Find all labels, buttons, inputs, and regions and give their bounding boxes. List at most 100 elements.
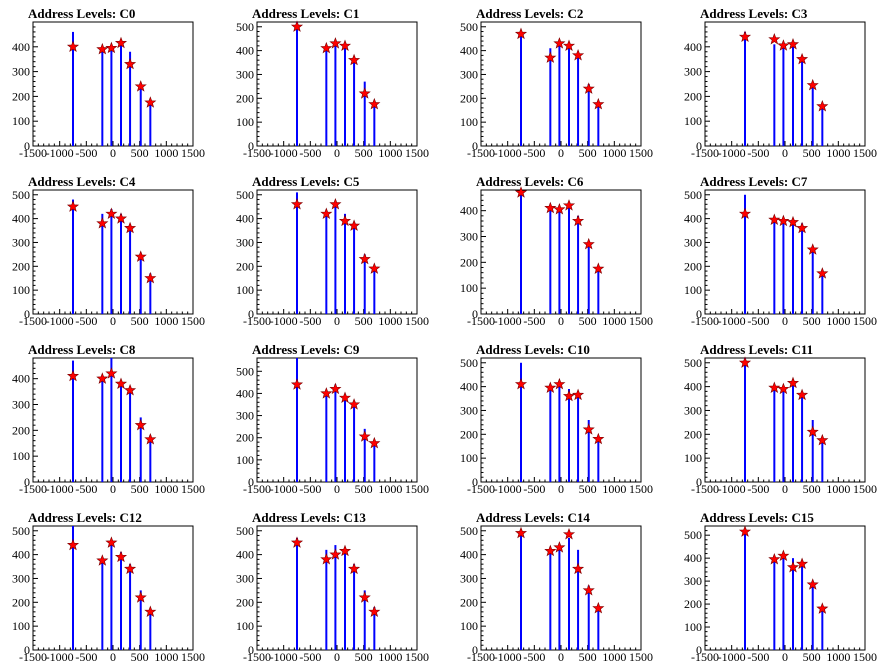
x-tick-label: 500 (131, 146, 149, 160)
y-tick-label: 200 (684, 427, 702, 441)
y-tick-label: 100 (684, 283, 702, 297)
chart-panel: -1500 -1000 -500 0 500 1000 1500 0 100 200 300 400 A… (0, 0, 224, 168)
x-tick-label: -1500 (243, 650, 271, 664)
x-tick-label: 0 (558, 314, 564, 328)
peak-marker (816, 99, 829, 112)
x-tick-label: -500 (299, 146, 321, 160)
histogram-bar (549, 48, 552, 146)
x-tick-label: 0 (782, 146, 788, 160)
x-tick-label: 500 (355, 146, 373, 160)
y-tick-label: 200 (12, 89, 30, 103)
histogram-bar (821, 271, 824, 314)
histogram-bar (811, 420, 814, 482)
histogram-bar (344, 45, 346, 146)
x-tick-label: 0 (334, 314, 340, 328)
x-tick-label: 0 (110, 650, 116, 664)
peak-marker (144, 433, 157, 445)
peak-marker (738, 356, 752, 368)
y-tick-label: 500 (460, 356, 478, 370)
x-tick-label: 500 (803, 650, 821, 664)
chart-panel: -1500 -1000 -500 0 500 1000 1500 0 100 200 300 400 5… (448, 504, 672, 672)
histogram-bar (520, 31, 522, 147)
histogram-bar (782, 555, 785, 650)
histogram-bar (110, 209, 113, 314)
histogram-bar (353, 57, 356, 147)
peak-marker (134, 80, 147, 92)
y-tick-label: 200 (236, 595, 254, 609)
histogram-bar (363, 254, 366, 314)
y-tick-label: 400 (236, 44, 254, 58)
histogram-bar (344, 395, 346, 482)
x-tick-label: -1000 (494, 146, 522, 160)
histogram-bar (811, 84, 814, 146)
histogram-bar (773, 386, 776, 482)
histogram-bar (792, 218, 794, 314)
peak-marker (368, 97, 381, 110)
histogram-bar (296, 192, 298, 314)
x-tick-label: 1000 (826, 146, 850, 160)
y-tick-label: 100 (460, 115, 478, 129)
histogram-bar (149, 273, 152, 314)
histogram-bar (568, 205, 570, 314)
x-tick-label: 1000 (154, 650, 178, 664)
x-tick-label: 1000 (378, 650, 402, 664)
histogram-bar (72, 526, 74, 650)
y-tick-label: 100 (12, 283, 30, 297)
y-tick-label: 500 (236, 188, 254, 202)
chart-svg: -1500-1000 -500 0 500 1000 1500 0 100 200 300 400 5… (460, 20, 653, 160)
y-tick-label: 100 (12, 114, 30, 128)
histogram-bar (296, 22, 298, 146)
peak-marker (582, 584, 595, 596)
peak-marker (796, 221, 809, 234)
histogram-bar (373, 607, 376, 650)
histogram-bar (373, 271, 376, 314)
x-tick-label: -1000 (46, 146, 74, 160)
peak-marker (806, 78, 819, 91)
histogram-bar (373, 103, 376, 146)
y-tick-label: 400 (460, 204, 478, 218)
peak-marker (816, 267, 829, 279)
histogram-bar (558, 545, 561, 650)
y-tick-label: 0 (696, 139, 702, 153)
peak-marker (806, 425, 819, 438)
chart-svg: -1500-1000 -500 0 500 1000 1500 0 100 200 300 400 (12, 21, 205, 160)
y-tick-label: 200 (12, 423, 30, 437)
chart-panel: -1500 -1000 -500 0 500 1000 1500 0 100 200 300 400 5… (672, 336, 896, 504)
x-tick-label: -500 (75, 482, 97, 496)
peak-marker (96, 554, 109, 566)
peak-marker (777, 39, 790, 51)
chart-svg: -1500-1000 -500 0 500 1000 1500 0 100 200 300 400 5… (12, 188, 205, 328)
y-tick-label: 500 (236, 524, 254, 538)
chart-title: Address Levels: C6 (476, 174, 584, 189)
peak-marker (96, 217, 109, 229)
y-tick-label: 400 (460, 380, 478, 394)
x-tick-label: 500 (579, 314, 597, 328)
peak-marker (358, 591, 371, 603)
chart-svg: -1500-1000 -500 0 500 1000 1500 0 100 200 300 400 (12, 357, 205, 496)
peak-marker (553, 377, 566, 390)
y-tick-label: 300 (236, 571, 254, 585)
peak-marker (134, 591, 147, 603)
histogram-bar (296, 358, 298, 482)
peak-marker (582, 237, 595, 250)
histogram-bar (296, 537, 298, 650)
y-tick-label: 100 (236, 619, 254, 633)
chart-panel: -1500 -1000 -500 0 500 1000 1500 0 100 200 300 400 5… (224, 168, 448, 336)
y-tick-label: 400 (684, 40, 702, 54)
x-tick-label: 1500 (405, 650, 429, 664)
peak-marker (134, 418, 147, 431)
x-tick-label: -1000 (270, 650, 298, 664)
histogram-bar (353, 404, 356, 482)
histogram-bar (821, 439, 824, 482)
histogram-bar (558, 41, 561, 147)
peak-marker (66, 369, 80, 382)
y-tick-label: 400 (684, 380, 702, 394)
y-tick-label: 100 (684, 451, 702, 465)
histogram-bar (129, 51, 132, 147)
x-tick-label: -1000 (494, 650, 522, 664)
chart-title: Address Levels: C0 (28, 6, 136, 21)
histogram-bar (334, 545, 337, 650)
x-tick-label: 500 (355, 482, 373, 496)
x-tick-label: -1000 (718, 146, 746, 160)
